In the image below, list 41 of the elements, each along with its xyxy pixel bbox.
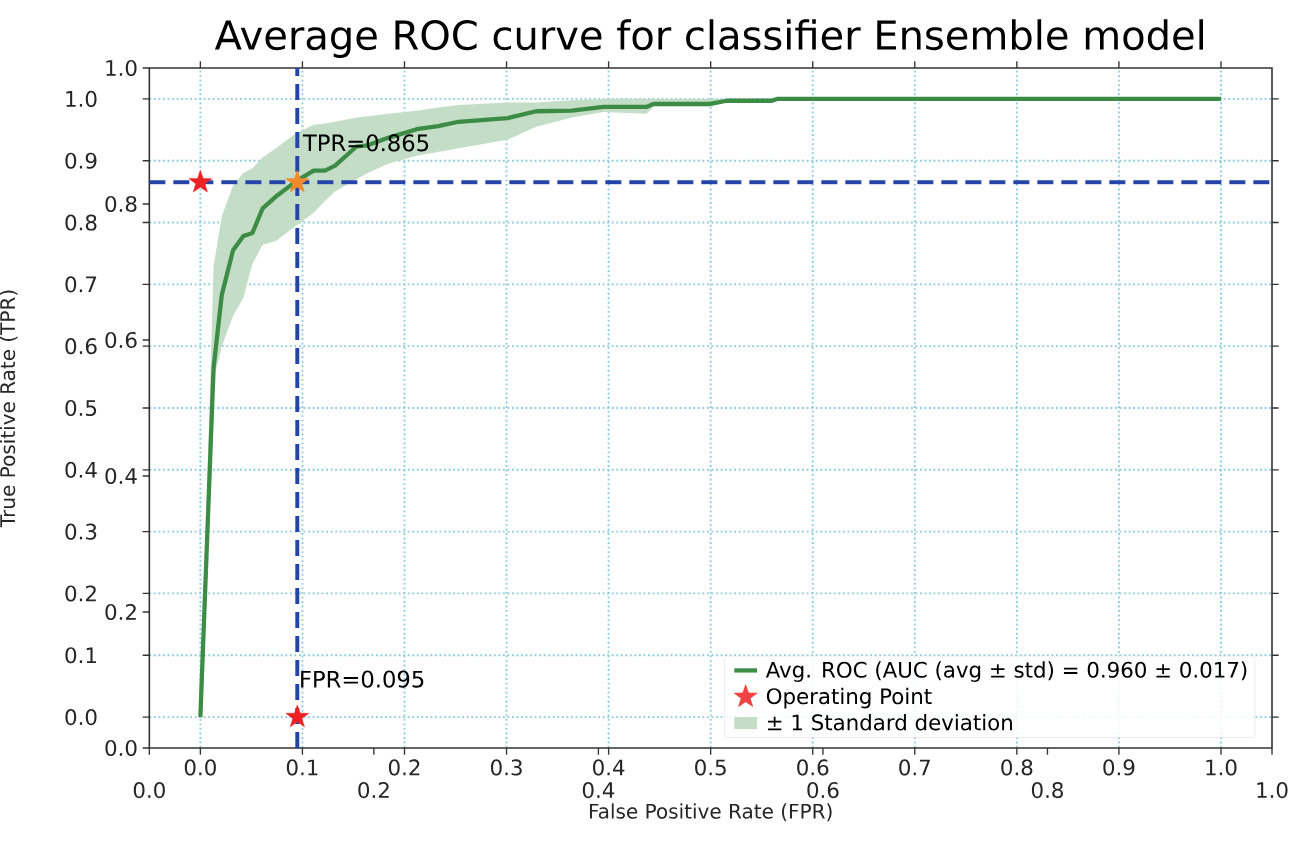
x2-tick-label: 1.0 <box>1257 782 1288 799</box>
legend-label: Avg. ROC (AUC (avg ± std) = 0.960 ± 0.017) <box>765 661 1247 682</box>
y-axis-title: True Positive Rate (TPR) <box>0 290 18 528</box>
x2-tick-label: 0.4 <box>582 782 615 799</box>
y-tick-label: 0.6 <box>65 338 97 355</box>
y-tick-label: 0.4 <box>65 461 97 478</box>
x-axis-title: False Positive Rate (FPR) <box>589 803 832 822</box>
y-tick-label: 0.2 <box>65 585 96 602</box>
annotation: ± 1 Standard deviation <box>767 713 1012 731</box>
y2-tick-label: 0.4 <box>105 467 137 485</box>
x-tick-label: 0.7 <box>899 759 930 776</box>
x-tick-label: 0.1 <box>286 759 318 776</box>
y-tick-label: 0.0 <box>65 709 97 726</box>
y-tick-label: 0.5 <box>65 399 97 417</box>
x2-tick-label: 0.2 <box>358 782 389 799</box>
y-tick-label: 0.7 <box>65 276 97 293</box>
x2-tick-label: 0.0 <box>133 782 165 799</box>
x-tick-label: 0.9 <box>1103 759 1135 776</box>
y-tick-label: 1.0 <box>66 90 97 107</box>
ref-line-label: FPR=0.095 <box>301 670 424 688</box>
x-tick-label: 0.0 <box>184 759 216 776</box>
y2-tick-label: 1.0 <box>106 59 137 77</box>
chart-title: Average ROC curve for classifier Ensemble model <box>214 19 1203 58</box>
y-tick-label: 0.1 <box>65 647 96 664</box>
x-tick-label: 0.8 <box>1001 759 1033 776</box>
y-tick-label: 0.9 <box>65 152 97 169</box>
x2-tick-label: 0.8 <box>1031 782 1063 799</box>
y2-tick-label: 0.8 <box>105 195 137 213</box>
x-tick-label: 0.4 <box>593 759 625 776</box>
x2-tick-label: 0.6 <box>807 782 839 799</box>
y2-tick-label: 0.0 <box>105 739 137 757</box>
y-tick-label: 0.3 <box>65 523 97 540</box>
x-tick-label: 1.0 <box>1206 759 1237 776</box>
x-tick-label: 0.6 <box>797 759 829 776</box>
y2-tick-label: 0.2 <box>105 603 136 621</box>
x-tick-label: 0.2 <box>388 759 420 776</box>
legend-label: Operating Point <box>766 687 932 709</box>
y2-tick-label: 0.6 <box>105 331 137 349</box>
x-tick-label: 0.5 <box>695 759 726 776</box>
y-tick-label: 0.8 <box>65 214 97 231</box>
x-tick-label: 0.3 <box>490 759 522 776</box>
